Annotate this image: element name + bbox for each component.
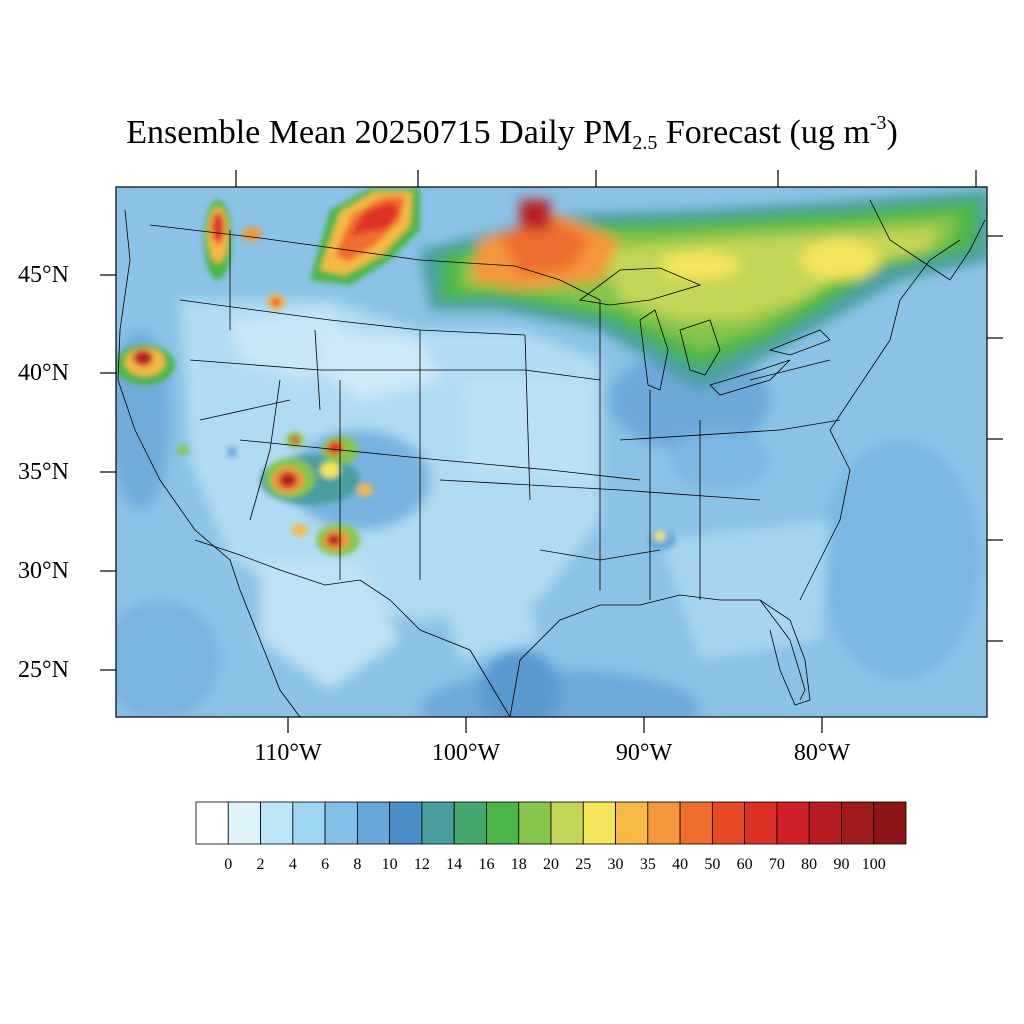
colorbar-box	[389, 801, 423, 845]
colorbar-box	[292, 801, 326, 845]
colorbar-box	[227, 801, 261, 845]
colorbar-box	[195, 801, 229, 845]
colorbar-label: 80	[801, 856, 818, 873]
colorbar-box	[582, 801, 616, 845]
colorbar-box	[873, 801, 907, 845]
colorbar-label: 16	[478, 856, 495, 873]
colorbar-box	[615, 801, 649, 845]
lat-label: 30°N	[18, 558, 69, 584]
colorbar-box	[356, 801, 391, 845]
colorbar-label: 40	[672, 856, 689, 873]
colorbar-box	[647, 801, 681, 845]
colorbar-box	[324, 801, 358, 845]
colorbar-label: 4	[288, 856, 297, 873]
lat-label: 45°N	[18, 262, 69, 288]
colorbar-label: 10	[381, 856, 398, 873]
colorbar-label: 60	[736, 856, 753, 873]
colorbar-box	[518, 801, 552, 845]
colorbar-box	[808, 801, 842, 845]
colorbar-box	[776, 801, 810, 845]
colorbar-box	[711, 801, 746, 845]
colorbar-box	[486, 801, 520, 845]
lon-label: 100°W	[431, 740, 501, 766]
boundary-lines	[117, 199, 986, 717]
lat-label: 40°N	[18, 360, 69, 386]
lon-label: 80°W	[793, 740, 851, 766]
colorbar-label: 14	[446, 856, 463, 873]
colorbar	[195, 801, 907, 845]
colorbar-label: 2	[256, 856, 265, 873]
colorbar-label: 8	[353, 856, 362, 873]
colorbar-label: 35	[639, 856, 656, 873]
colorbar-box	[744, 801, 778, 845]
lat-label: 35°N	[18, 459, 69, 485]
lon-label: 110°W	[254, 740, 322, 766]
colorbar-label: 18	[510, 856, 527, 873]
colorbar-label: 25	[575, 856, 592, 873]
colorbar-box	[679, 801, 713, 845]
colorbar-label: 90	[833, 856, 850, 873]
colorbar-label: 30	[607, 856, 624, 873]
colorbar-label: 12	[413, 856, 430, 873]
colorbar-box	[260, 801, 294, 845]
colorbar-label: 0	[224, 856, 233, 873]
lon-label: 90°W	[615, 740, 673, 766]
colorbar-label: 6	[321, 856, 330, 873]
colorbar-label: 70	[768, 856, 785, 873]
colorbar-label: 100	[861, 856, 886, 873]
lat-label: 25°N	[18, 657, 69, 683]
colorbar-label: 20	[543, 856, 559, 873]
colorbar-box	[421, 801, 455, 845]
colorbar-label: 50	[704, 856, 721, 873]
colorbar-box	[453, 801, 487, 845]
map-frame	[115, 186, 988, 718]
tick-marks	[100, 170, 1003, 733]
colorbar-box	[841, 801, 875, 845]
chart-title: Ensemble Mean 20250715 Daily PM2.5 Forec…	[126, 112, 898, 154]
colorbar-box	[550, 801, 584, 845]
